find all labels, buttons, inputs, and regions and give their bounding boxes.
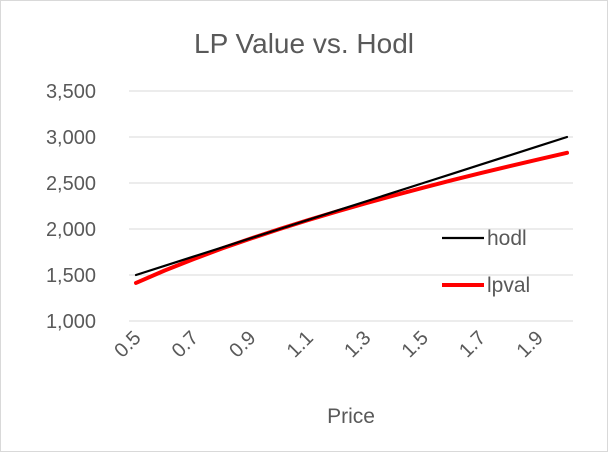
series-line-hodl	[134, 135, 569, 277]
y-tick-label: 1,000	[46, 311, 96, 333]
x-tick-label: 0.7	[168, 327, 203, 362]
series-line-lpval	[134, 150, 569, 285]
x-tick-label: 1.3	[340, 327, 375, 362]
y-tick-label: 1,500	[46, 265, 96, 287]
x-tick-label: 1.9	[513, 327, 548, 362]
x-axis-title: Price	[327, 405, 375, 428]
y-tick-label: 3,000	[46, 127, 96, 149]
x-axis-tick-labels: 0.5 0.7 0.9 1.1 1.3 1.5 1.7 1.9	[110, 327, 547, 362]
legend: hodl lpval	[442, 227, 530, 297]
legend-label-lpval: lpval	[487, 274, 530, 297]
x-tick-label: 1.7	[455, 327, 490, 362]
x-tick-label: 1.5	[398, 327, 433, 362]
y-tick-label: 2,500	[46, 173, 96, 195]
x-tick-label: 0.9	[225, 327, 260, 362]
y-tick-label: 3,500	[46, 81, 96, 103]
y-axis-tick-labels: 1,000 1,500 2,000 2,500 3,000 3,500	[46, 81, 96, 333]
gridlines	[129, 90, 573, 322]
y-tick-label: 2,000	[46, 219, 96, 241]
x-tick-label: 0.5	[110, 327, 145, 362]
x-tick-label: 1.1	[283, 327, 318, 362]
legend-label-hodl: hodl	[487, 227, 527, 250]
series-lines	[134, 135, 569, 285]
chart-title: LP Value vs. Hodl	[194, 28, 414, 59]
